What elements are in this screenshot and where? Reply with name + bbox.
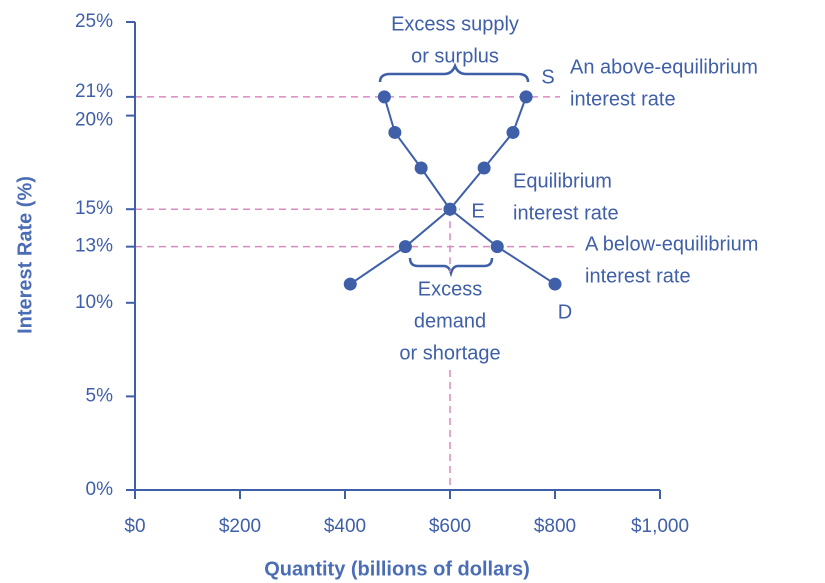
y-tick-label: 21% (75, 81, 113, 102)
point (414, 161, 428, 175)
shortage-brace (408, 257, 494, 278)
point (443, 202, 457, 216)
y-tick-label: 5% (86, 385, 114, 406)
annotation: An above-equilibrium (570, 56, 758, 78)
annotation: interest rate (513, 202, 619, 224)
y-axis-title: Interest Rate (%) (14, 176, 36, 334)
y-tick-label: 13% (75, 236, 113, 257)
point (477, 161, 491, 175)
y-tick-label: 0% (86, 479, 114, 500)
x-tick-label: $600 (429, 516, 471, 537)
annotation: Equilibrium (513, 170, 612, 192)
series-label: D (558, 301, 572, 323)
x-tick-label: $400 (324, 516, 366, 537)
x-tick-label: $800 (534, 516, 576, 537)
annotation: or shortage (399, 342, 500, 364)
annotation: interest rate (570, 88, 676, 110)
y-tick-label: 25% (75, 11, 113, 32)
y-tick-label: 20% (75, 110, 113, 131)
annotation: demand (414, 310, 486, 332)
annotation: Excess supply (391, 13, 519, 35)
point (519, 90, 533, 104)
y-tick-label: 15% (75, 198, 113, 219)
point (548, 277, 562, 291)
series-line (349, 96, 528, 285)
x-axis-title: Quantity (billions of dollars) (264, 558, 530, 580)
series-label: S (541, 66, 554, 88)
annotation: E (471, 200, 484, 222)
annotation: Excess (418, 278, 482, 300)
surplus-brace (378, 62, 530, 83)
point (506, 125, 520, 139)
annotation: interest rate (585, 265, 691, 287)
x-tick-label: $1,000 (631, 516, 689, 537)
x-tick-label: $200 (219, 516, 261, 537)
point (343, 277, 357, 291)
point (490, 240, 504, 254)
point (377, 90, 391, 104)
point (398, 240, 412, 254)
point (388, 125, 402, 139)
annotation: or surplus (411, 45, 499, 67)
y-tick-label: 10% (75, 292, 113, 313)
x-tick-label: $0 (124, 516, 145, 537)
annotation: A below-equilibrium (585, 233, 758, 255)
